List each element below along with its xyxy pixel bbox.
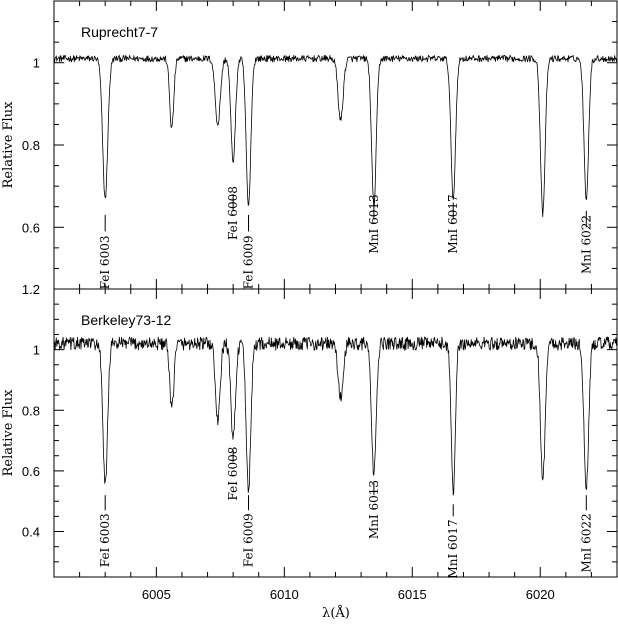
y-axis-label: Relative Flux — [1, 389, 16, 476]
line-label: MnI 6013 — [367, 480, 381, 539]
line-label: FeI 6008 — [226, 447, 240, 501]
panel-title: Berkeley73-12 — [81, 312, 171, 328]
plot-frame — [53, 0, 618, 290]
line-label: MnI 6022 — [579, 215, 593, 274]
y-tick-label: 0.8 — [22, 138, 40, 153]
y-tick-label: 0.6 — [22, 220, 40, 235]
spectrum-line — [54, 54, 618, 218]
line-label: FeI 6003 — [98, 513, 112, 567]
line-label: FeI 6009 — [241, 236, 255, 290]
plot-frame — [53, 288, 618, 578]
line-label: FeI 6003 — [98, 236, 112, 290]
y-tick-label: 1 — [33, 56, 40, 71]
panel-title: Ruprecht7-7 — [81, 24, 158, 40]
x-tick-label: 6015 — [398, 587, 427, 602]
y-tick-label: 1.2 — [22, 282, 40, 297]
y-axis-label: Relative Flux — [1, 101, 16, 188]
x-tick-label: 6020 — [526, 587, 555, 602]
x-tick-label: 6010 — [270, 587, 299, 602]
spectrum-line — [53, 336, 618, 496]
y-tick-label: 0.4 — [22, 525, 40, 540]
x-tick-label: 6005 — [142, 587, 171, 602]
line-label: FeI 6008 — [226, 186, 240, 240]
x-axis-label: λ(Å) — [322, 605, 350, 621]
line-label: FeI 6009 — [241, 513, 255, 567]
line-label: MnI 6017 — [446, 194, 460, 253]
y-tick-label: 0.8 — [22, 403, 40, 418]
line-label: MnI 6017 — [446, 519, 460, 578]
panel-ruprecht: 0.6 0.8 1 Relative Flux Ruprecht7-7 FeI 6003 F… — [1, 0, 618, 290]
panel-berkeley: 6005 6010 6015 6020 0.4 0.6 0.8 1 1.2 Relative Fl… — [1, 282, 618, 602]
line-label: MnI 6013 — [367, 194, 381, 253]
y-tick-label: 1 — [33, 343, 40, 358]
y-tick-label: 0.6 — [22, 464, 40, 479]
line-label: MnI 6022 — [579, 513, 593, 572]
